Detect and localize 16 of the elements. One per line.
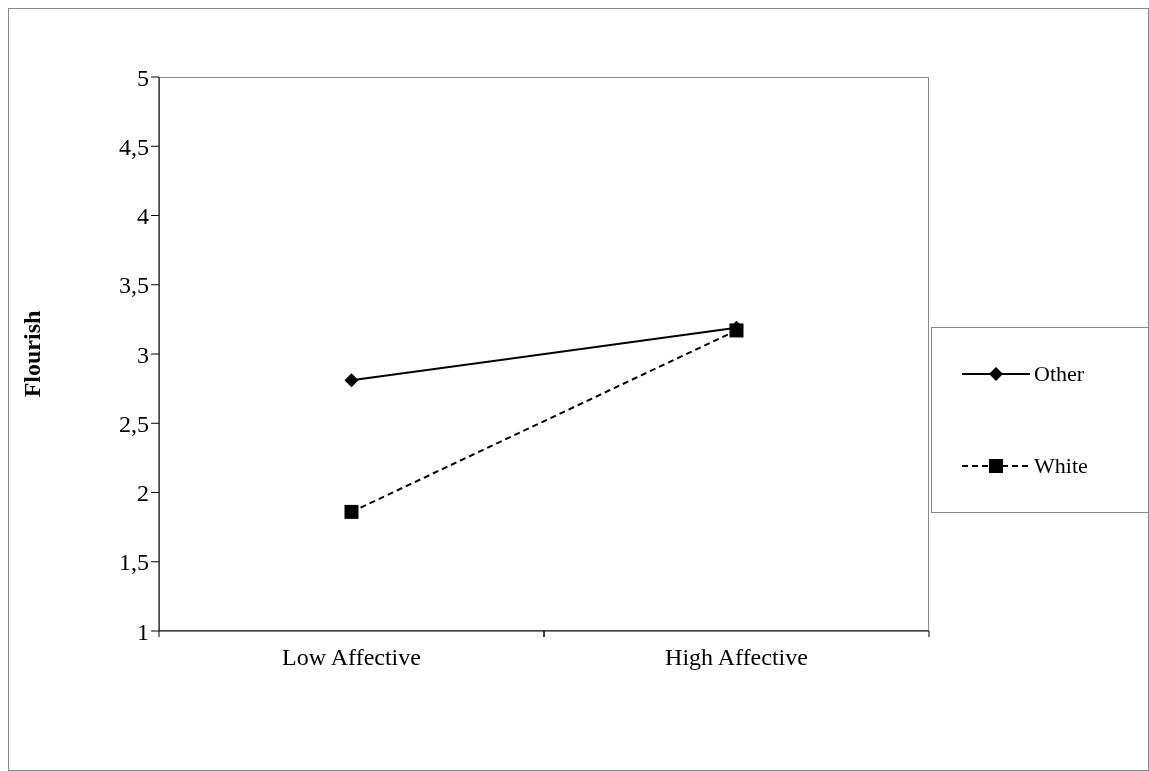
legend-label: Other — [1034, 361, 1085, 387]
x-tick-label: High Affective — [665, 644, 808, 670]
y-tick-label: 1,5 — [119, 549, 149, 576]
y-tick-label: 1 — [137, 618, 149, 645]
y-tick-label: 3 — [137, 341, 149, 368]
y-tick-label: 2,5 — [119, 410, 149, 437]
point — [344, 504, 359, 519]
legend-label: White — [1034, 453, 1088, 479]
y-tick-label: 2 — [137, 480, 149, 507]
point — [344, 373, 359, 388]
y-axis-title: Flourish — [18, 310, 45, 398]
y-tick-label: 3,5 — [119, 272, 149, 299]
y-tick-label: 4 — [137, 203, 149, 230]
x-tick-label: Low Affective — [282, 644, 421, 670]
y-tick-label: 5 — [137, 64, 149, 91]
y-tick-label: 4,5 — [119, 133, 149, 160]
